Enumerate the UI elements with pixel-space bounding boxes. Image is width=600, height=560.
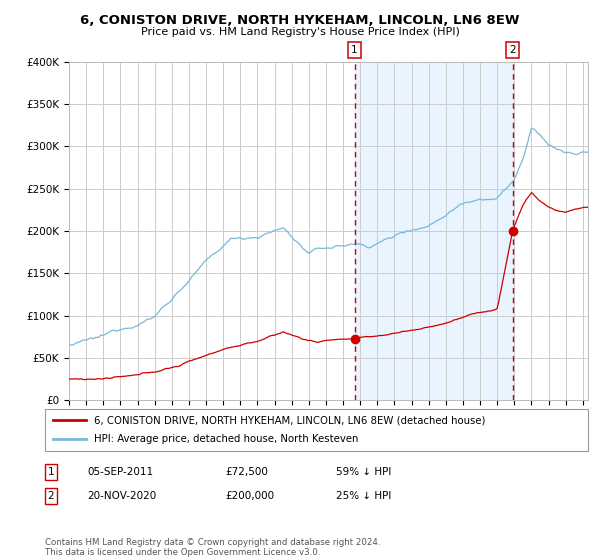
- Text: £72,500: £72,500: [225, 467, 268, 477]
- Text: £200,000: £200,000: [225, 491, 274, 501]
- Text: Price paid vs. HM Land Registry's House Price Index (HPI): Price paid vs. HM Land Registry's House …: [140, 27, 460, 37]
- Text: Contains HM Land Registry data © Crown copyright and database right 2024.
This d: Contains HM Land Registry data © Crown c…: [45, 538, 380, 557]
- Bar: [355, 62, 512, 400]
- FancyBboxPatch shape: [45, 409, 588, 451]
- Text: HPI: Average price, detached house, North Kesteven: HPI: Average price, detached house, Nort…: [94, 435, 358, 445]
- Text: 25% ↓ HPI: 25% ↓ HPI: [336, 491, 391, 501]
- Text: 6, CONISTON DRIVE, NORTH HYKEHAM, LINCOLN, LN6 8EW (detached house): 6, CONISTON DRIVE, NORTH HYKEHAM, LINCOL…: [94, 415, 485, 425]
- Text: 1: 1: [47, 467, 55, 477]
- Text: 6, CONISTON DRIVE, NORTH HYKEHAM, LINCOLN, LN6 8EW: 6, CONISTON DRIVE, NORTH HYKEHAM, LINCOL…: [80, 14, 520, 27]
- Text: 1: 1: [351, 45, 358, 55]
- Text: 05-SEP-2011: 05-SEP-2011: [87, 467, 153, 477]
- Text: 2: 2: [509, 45, 516, 55]
- Text: 20-NOV-2020: 20-NOV-2020: [87, 491, 156, 501]
- Text: 59% ↓ HPI: 59% ↓ HPI: [336, 467, 391, 477]
- Text: 2: 2: [47, 491, 55, 501]
